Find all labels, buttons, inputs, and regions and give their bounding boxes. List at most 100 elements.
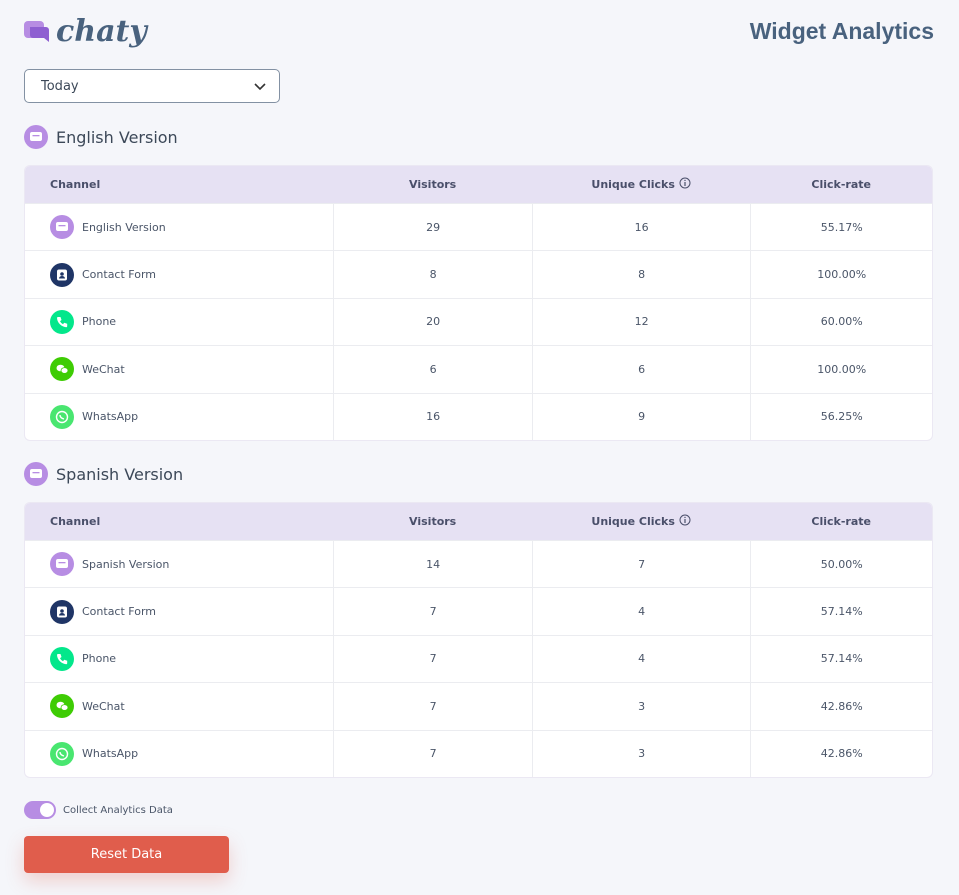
- logo: chaty: [24, 14, 147, 49]
- table-cell: WeChat: [25, 346, 333, 392]
- date-filter-value: Today: [41, 78, 79, 94]
- header-text: Visitors: [409, 178, 457, 191]
- cell-text: 4: [638, 652, 646, 666]
- channel-icon: [50, 694, 74, 719]
- cell-text: 8: [638, 268, 646, 282]
- channel-icon: [50, 215, 74, 240]
- table-cell: 4: [531, 588, 751, 635]
- reset-button[interactable]: Reset Data: [24, 836, 229, 873]
- header-cell: Channel: [25, 503, 333, 540]
- cell-text: 7: [429, 605, 437, 619]
- table-cell: Phone: [25, 299, 333, 345]
- table-cell: 16: [333, 393, 532, 440]
- table-cell: Spanish Version: [25, 541, 333, 587]
- table-cell: WeChat: [25, 683, 333, 729]
- table-cell: 7: [333, 635, 532, 683]
- channel-icon: [50, 309, 74, 334]
- header-cell: Visitors: [333, 503, 532, 540]
- info-icon: [675, 177, 691, 192]
- header-text: Click-rate: [811, 178, 871, 191]
- cell-text: 42.86%: [820, 699, 863, 713]
- table-cell: 42.86%: [750, 683, 932, 730]
- cell-text: Spanish Version: [82, 557, 170, 571]
- table-cell: 8: [333, 251, 532, 298]
- table-cell: 60.00%: [750, 298, 932, 346]
- cell-text: 56.25%: [820, 410, 863, 424]
- header-text: Click-rate: [811, 515, 871, 528]
- cell-text: Phone: [82, 652, 117, 666]
- header-cell: Unique Clicks: [532, 166, 751, 203]
- cell-text: 3: [638, 699, 646, 713]
- table-row: Contact Form 8 8 100.00%: [25, 250, 932, 298]
- date-filter[interactable]: Today: [24, 69, 280, 103]
- table-header: Channel Visitors Unique Clicks Click-rate: [25, 166, 932, 203]
- cell-text: 9: [638, 410, 646, 424]
- table-cell: 7: [531, 541, 751, 588]
- analytics-toggle[interactable]: Collect Analytics Data: [24, 801, 173, 819]
- cell-text: 55.17%: [820, 220, 863, 234]
- cell-text: English Version: [82, 220, 166, 234]
- header-cell: Click-rate: [750, 503, 932, 540]
- cell-text: 57.14%: [820, 652, 863, 666]
- cell-text: 16: [426, 410, 441, 424]
- cell-text: 4: [638, 605, 646, 619]
- table-row: WhatsApp 16 9 56.25%: [25, 392, 932, 440]
- channel-icon: [50, 646, 74, 671]
- chevron: [254, 83, 266, 91]
- table-cell: 7: [333, 683, 532, 730]
- table-cell: 57.14%: [750, 588, 932, 635]
- table-cell: 55.17%: [750, 204, 932, 251]
- cell-text: Contact Form: [82, 268, 157, 282]
- table-cell: 3: [531, 683, 751, 730]
- channel-icon: [50, 741, 74, 766]
- table-cell: Phone: [25, 636, 333, 682]
- header-text: Visitors: [409, 515, 457, 528]
- table-row: Spanish Version 14 7 50.00%: [25, 540, 932, 588]
- table-cell: Contact Form: [25, 251, 333, 297]
- cell-text: 6: [429, 362, 437, 376]
- header-text: Unique Clicks: [591, 515, 675, 528]
- cell-text: 7: [429, 747, 437, 761]
- cell-text: WhatsApp: [82, 410, 139, 424]
- section-title: English Version: [24, 125, 178, 149]
- table-cell: 3: [531, 730, 751, 777]
- table-cell: 57.14%: [750, 635, 932, 683]
- analytics-table: Channel Visitors Unique Clicks Click-rate En…: [24, 165, 933, 441]
- table-cell: 12: [531, 298, 751, 346]
- section-icon: [24, 462, 48, 486]
- table-cell: 6: [333, 346, 532, 393]
- table-cell: Contact Form: [25, 588, 333, 634]
- table-row: Phone 7 4 57.14%: [25, 634, 932, 683]
- cell-text: 7: [429, 699, 437, 713]
- table-cell: WhatsApp: [25, 731, 333, 777]
- section-title-text: English Version: [56, 127, 178, 147]
- channel-icon: [50, 357, 74, 382]
- header-cell: Click-rate: [750, 166, 932, 203]
- cell-text: Phone: [82, 315, 117, 329]
- cell-text: 7: [429, 652, 437, 666]
- table-cell: English Version: [25, 204, 333, 250]
- header-text: Unique Clicks: [591, 178, 675, 191]
- header-text: Channel: [50, 178, 101, 191]
- cell-text: 60.00%: [820, 315, 863, 329]
- table-row: WeChat 6 6 100.00%: [25, 345, 932, 393]
- table-cell: 4: [531, 635, 751, 683]
- cell-text: 50.00%: [820, 557, 863, 571]
- channel-icon: [50, 404, 74, 429]
- cell-text: Contact Form: [82, 605, 157, 619]
- cell-text: WhatsApp: [82, 747, 139, 761]
- section-title: Spanish Version: [24, 462, 183, 486]
- cell-text: 14: [426, 557, 441, 571]
- table-cell: 8: [531, 251, 751, 298]
- toggle-label: Collect Analytics Data: [63, 804, 173, 816]
- header-cell: Channel: [25, 166, 333, 203]
- table-cell: 56.25%: [750, 393, 932, 440]
- cell-text: 8: [429, 268, 437, 282]
- table-cell: 7: [333, 588, 532, 635]
- table-header: Channel Visitors Unique Clicks Click-rate: [25, 503, 932, 540]
- table-cell: 42.86%: [750, 730, 932, 777]
- table-row: WhatsApp 7 3 42.86%: [25, 729, 932, 777]
- switch: [24, 801, 56, 819]
- table-row: English Version 29 16 55.17%: [25, 203, 932, 251]
